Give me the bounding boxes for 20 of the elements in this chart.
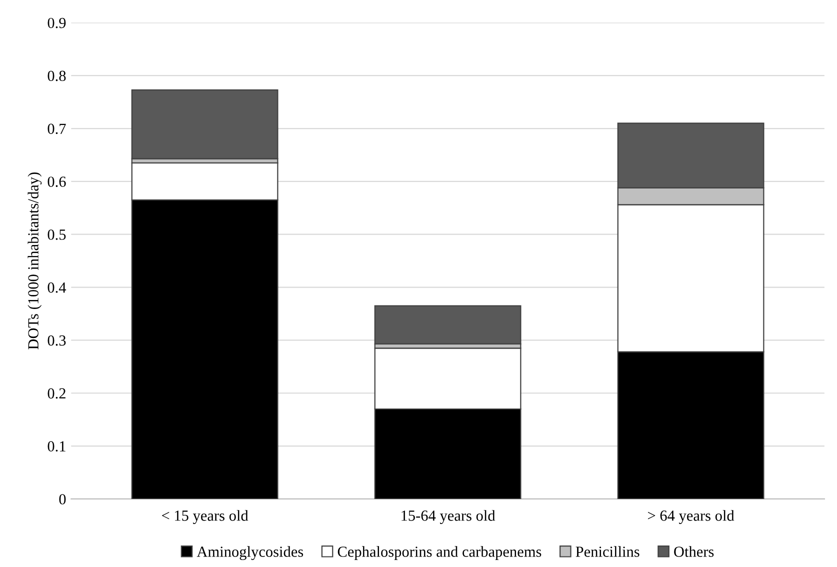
x-tick-label: < 15 years old (162, 510, 248, 524)
legend-label: Others (674, 546, 714, 557)
x-tick-label: 15-64 years old (402, 510, 496, 524)
y-tick-label: 0.8 (48, 70, 66, 82)
y-tick-label: 0.4 (48, 282, 66, 293)
y-tick-label: 0.6 (48, 176, 66, 187)
y-tick-label: 0.7 (48, 124, 66, 134)
x-tick-label: > 64 years old (648, 510, 734, 524)
y-tick-label: 0.5 (48, 230, 66, 240)
y-tick-label: 0 (59, 494, 66, 504)
legend-label: Aminoglycosides (196, 546, 304, 560)
legend-label: Penicillins (576, 546, 640, 557)
bar (374, 305, 522, 344)
legend-label: Cephalosporins and carbapenems (338, 546, 542, 560)
bar (131, 89, 278, 160)
y-tick-label: 0.3 (48, 335, 66, 346)
y-tick-label: 0.1 (48, 441, 66, 452)
y-tick-label: 0.2 (48, 388, 66, 399)
y-tick-label: 0.9 (48, 18, 66, 28)
y-axis-title: DOTs (1000 inhabitants/day) (28, 172, 42, 350)
